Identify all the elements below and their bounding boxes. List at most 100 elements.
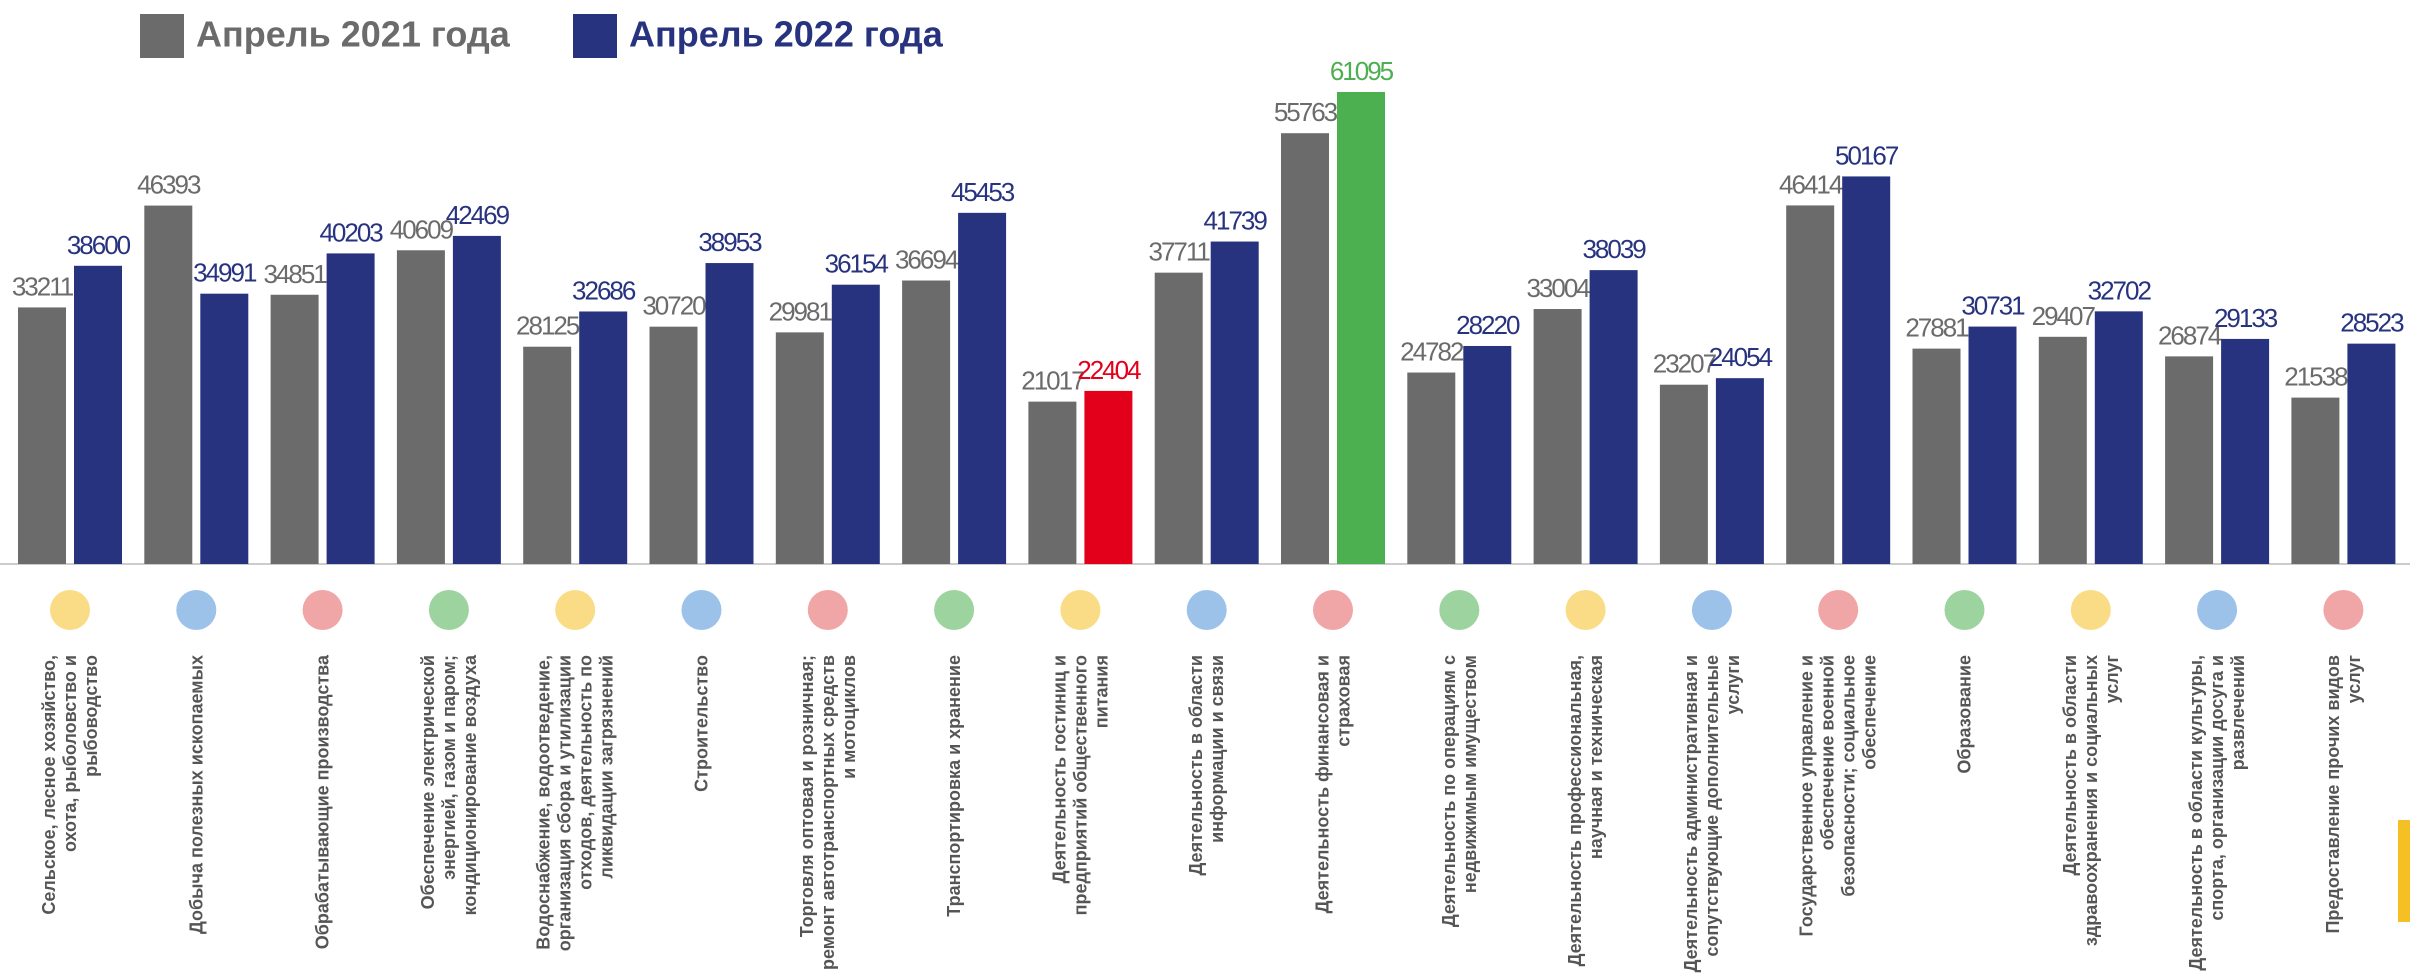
bar <box>902 280 951 564</box>
category-icon <box>681 590 722 630</box>
category-label: Деятельность по операциям снедвижимым им… <box>1439 655 1480 927</box>
decoration <box>2398 820 2410 922</box>
bar <box>1589 270 1638 564</box>
category-label: Строительство <box>692 655 712 792</box>
value-label: 28125 <box>516 311 580 341</box>
category-icon <box>428 590 469 630</box>
category-icon <box>1439 590 1480 630</box>
value-label: 24782 <box>1400 337 1464 367</box>
bar <box>1281 133 1329 564</box>
value-label: 29133 <box>2214 303 2278 333</box>
category-label: Добыча полезных ископаемых <box>186 655 206 934</box>
category-icon <box>1818 590 1859 630</box>
value-label: 32702 <box>2088 275 2152 305</box>
value-label: 38600 <box>67 230 131 260</box>
category-label: Государственное управление иобеспечение … <box>1797 655 1880 936</box>
value-label: 34851 <box>263 259 327 289</box>
value-label: 21538 <box>2284 362 2348 392</box>
value-label: 55763 <box>1274 97 1338 127</box>
category-icon <box>50 590 90 630</box>
category-label: Обрабатывающие производства <box>313 654 333 949</box>
bar <box>2165 356 2214 564</box>
category-icon <box>807 590 848 630</box>
bar <box>452 235 501 565</box>
value-label: 46393 <box>137 170 201 200</box>
bar <box>1786 205 1835 565</box>
category-label: Деятельность профессиональная,научная и … <box>1565 655 1606 966</box>
value-label: 27881 <box>1905 313 1969 343</box>
bar <box>1463 345 1512 564</box>
value-label: 30731 <box>1961 291 2025 321</box>
value-label: 32686 <box>572 275 636 305</box>
bar <box>1154 272 1203 564</box>
bar <box>1210 241 1259 564</box>
bar <box>2221 338 2270 564</box>
bar <box>74 265 122 564</box>
bar <box>1842 176 1891 565</box>
bar <box>831 284 880 564</box>
value-label: 28523 <box>2340 308 2404 338</box>
value-label: 38039 <box>1582 234 1646 264</box>
value-label: 26874 <box>2158 320 2222 350</box>
value-label: 36154 <box>825 249 889 279</box>
category-label: Деятельность административная исопутству… <box>1681 655 1743 972</box>
legend-label: Апрель 2022 года <box>629 14 944 55</box>
bar <box>396 250 445 565</box>
bar <box>2347 343 2396 564</box>
value-label: 38953 <box>698 227 762 257</box>
bar <box>1337 92 1385 564</box>
bar <box>2094 311 2143 564</box>
bar <box>958 212 1007 565</box>
category-label: Деятельность в областиздравоохранения и … <box>2060 655 2122 947</box>
value-label: 28220 <box>1456 310 1520 340</box>
category-icon <box>1313 590 1353 630</box>
value-label: 22404 <box>1077 355 1141 385</box>
value-label: 40609 <box>390 214 454 244</box>
value-label: 29981 <box>769 296 833 326</box>
bar <box>326 253 375 564</box>
bar <box>775 332 824 564</box>
value-label: 45453 <box>951 177 1015 207</box>
bar <box>523 346 572 564</box>
bar <box>18 307 66 564</box>
category-icon <box>176 590 217 630</box>
category-label: Транспортировка и хранение <box>944 655 964 917</box>
value-label: 46414 <box>1779 169 1843 199</box>
value-label: 36694 <box>895 245 959 275</box>
category-icon <box>1944 590 1985 630</box>
bar <box>1533 309 1582 564</box>
bar <box>1912 348 1961 564</box>
value-label: 33004 <box>1526 273 1590 303</box>
value-label: 37711 <box>1149 237 1211 267</box>
category-icon <box>1186 590 1227 630</box>
value-label: 42469 <box>446 200 510 230</box>
value-label: 24054 <box>1709 342 1773 372</box>
category-icon <box>1565 590 1606 630</box>
value-label: 33211 <box>12 271 74 301</box>
category-label: Водоснабжение, водоотведение,организация… <box>534 655 617 951</box>
category-icon <box>555 590 596 630</box>
bar <box>1028 401 1077 564</box>
bar <box>1659 384 1708 564</box>
bar <box>2038 336 2087 564</box>
category-icon <box>302 590 343 630</box>
value-label: 30720 <box>642 291 706 321</box>
category-icon <box>2070 590 2111 630</box>
category-label: Деятельность в областиинформации и связи <box>1186 655 1227 875</box>
bar <box>270 294 319 564</box>
bar <box>649 326 698 564</box>
value-label: 23207 <box>1653 349 1717 379</box>
category-label: Деятельность гостиниц ипредприятий общес… <box>1049 655 1111 915</box>
value-label: 21017 <box>1021 366 1085 396</box>
category-label: Торговля оптовая и розничная;ремонт авто… <box>797 655 859 970</box>
bar <box>1968 326 2017 564</box>
bar <box>1715 378 1764 564</box>
category-label: Деятельность в области культуры,спорта, … <box>2186 655 2248 971</box>
value-label: 40203 <box>319 217 383 247</box>
category-icon <box>2323 590 2364 630</box>
bar <box>144 205 193 565</box>
value-label: 50167 <box>1835 140 1899 170</box>
bar <box>579 311 628 564</box>
value-label: 61095 <box>1330 56 1394 86</box>
category-label: Образование <box>1955 655 1975 774</box>
